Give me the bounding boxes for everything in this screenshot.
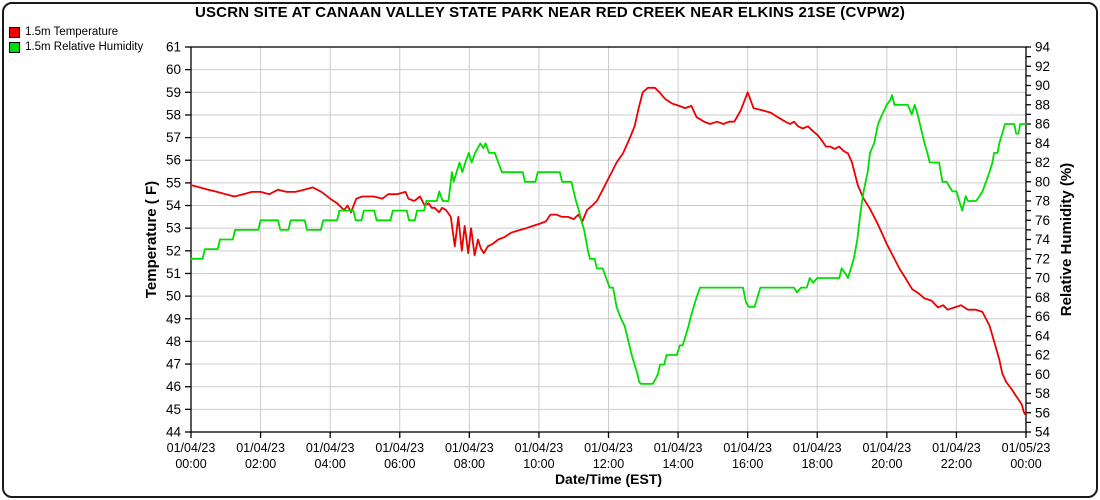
svg-text:52: 52 [166, 243, 181, 258]
series-line-temperature [190, 86, 1027, 415]
svg-text:51: 51 [166, 266, 181, 281]
svg-text:01/04/23: 01/04/23 [793, 441, 842, 455]
svg-text:01/04/23: 01/04/23 [584, 441, 633, 455]
svg-text:84: 84 [1035, 136, 1051, 151]
humidity-swatch-icon [9, 41, 20, 53]
svg-text:04:00: 04:00 [315, 457, 346, 471]
svg-text:00:00: 00:00 [175, 457, 206, 471]
svg-text:01/04/23: 01/04/23 [167, 441, 216, 455]
svg-text:82: 82 [1035, 155, 1050, 170]
svg-text:01/04/23: 01/04/23 [306, 441, 355, 455]
svg-text:61: 61 [166, 40, 181, 55]
temperature-swatch-icon [9, 26, 20, 38]
y-right-axis-title: Relative Humidity (%) [1058, 163, 1075, 316]
svg-text:44: 44 [166, 425, 182, 440]
svg-text:74: 74 [1035, 232, 1051, 247]
svg-text:92: 92 [1035, 59, 1050, 74]
svg-text:48: 48 [166, 334, 181, 349]
svg-text:72: 72 [1035, 251, 1050, 266]
svg-text:08:00: 08:00 [454, 457, 485, 471]
svg-text:66: 66 [1035, 309, 1050, 324]
y-left-axis-title: Temperature ( F) [143, 181, 160, 298]
svg-text:46: 46 [166, 379, 181, 394]
svg-text:01/04/23: 01/04/23 [654, 441, 703, 455]
svg-text:18:00: 18:00 [802, 457, 833, 471]
svg-text:70: 70 [1035, 271, 1050, 286]
legend-item-humidity: 1.5m Relative Humidity [9, 41, 143, 53]
chart-title: USCRN SITE AT CANAAN VALLEY STATE PARK N… [194, 4, 906, 21]
svg-text:55: 55 [166, 175, 181, 190]
axis-ticks [185, 46, 1031, 438]
svg-text:01/04/23: 01/04/23 [236, 441, 285, 455]
svg-text:68: 68 [1035, 290, 1050, 305]
axis-labels: 44 45 46 47 48 49 50 51 52 53 54 55 56 57 58 59 60 61 54 56… [166, 40, 1051, 472]
svg-text:53: 53 [166, 221, 181, 236]
svg-text:01/04/23: 01/04/23 [375, 441, 424, 455]
svg-text:56: 56 [1035, 405, 1050, 420]
svg-text:58: 58 [1035, 386, 1050, 401]
svg-text:90: 90 [1035, 78, 1050, 93]
svg-text:00:00: 00:00 [1010, 457, 1041, 471]
svg-text:06:00: 06:00 [384, 457, 415, 471]
svg-text:80: 80 [1035, 174, 1050, 189]
svg-text:54: 54 [1035, 425, 1051, 440]
svg-text:86: 86 [1035, 117, 1050, 132]
svg-text:59: 59 [166, 85, 181, 100]
svg-text:88: 88 [1035, 97, 1050, 112]
svg-text:01/05/23: 01/05/23 [1002, 441, 1051, 455]
svg-text:54: 54 [166, 198, 182, 213]
svg-text:16:00: 16:00 [732, 457, 763, 471]
svg-text:01/04/23: 01/04/23 [932, 441, 981, 455]
svg-text:10:00: 10:00 [523, 457, 554, 471]
legend: 1.5m Temperature 1.5m Relative Humidity [9, 26, 143, 53]
svg-text:12:00: 12:00 [593, 457, 624, 471]
svg-text:64: 64 [1035, 328, 1051, 343]
svg-text:02:00: 02:00 [245, 457, 276, 471]
svg-text:62: 62 [1035, 348, 1050, 363]
svg-text:47: 47 [166, 357, 181, 372]
svg-text:01/04/23: 01/04/23 [862, 441, 911, 455]
svg-text:60: 60 [166, 62, 181, 77]
svg-text:49: 49 [166, 311, 181, 326]
svg-text:58: 58 [166, 107, 181, 122]
svg-text:20:00: 20:00 [871, 457, 902, 471]
svg-text:50: 50 [166, 289, 181, 304]
svg-text:76: 76 [1035, 213, 1050, 228]
svg-text:14:00: 14:00 [662, 457, 693, 471]
svg-text:01/04/23: 01/04/23 [515, 441, 564, 455]
svg-text:57: 57 [166, 130, 181, 145]
legend-item-temperature: 1.5m Temperature [9, 26, 143, 38]
svg-text:56: 56 [166, 153, 181, 168]
legend-label-temperature: 1.5m Temperature [25, 26, 119, 38]
svg-text:78: 78 [1035, 194, 1050, 209]
svg-text:94: 94 [1035, 40, 1051, 55]
gridlines [191, 47, 1026, 432]
svg-text:60: 60 [1035, 367, 1050, 382]
series-line-humidity [190, 94, 1027, 385]
svg-text:45: 45 [166, 402, 181, 417]
x-axis-title: Date/Time (EST) [555, 471, 662, 487]
svg-text:01/04/23: 01/04/23 [445, 441, 494, 455]
svg-text:22:00: 22:00 [941, 457, 972, 471]
svg-text:01/04/23: 01/04/23 [723, 441, 772, 455]
legend-label-humidity: 1.5m Relative Humidity [25, 41, 144, 53]
